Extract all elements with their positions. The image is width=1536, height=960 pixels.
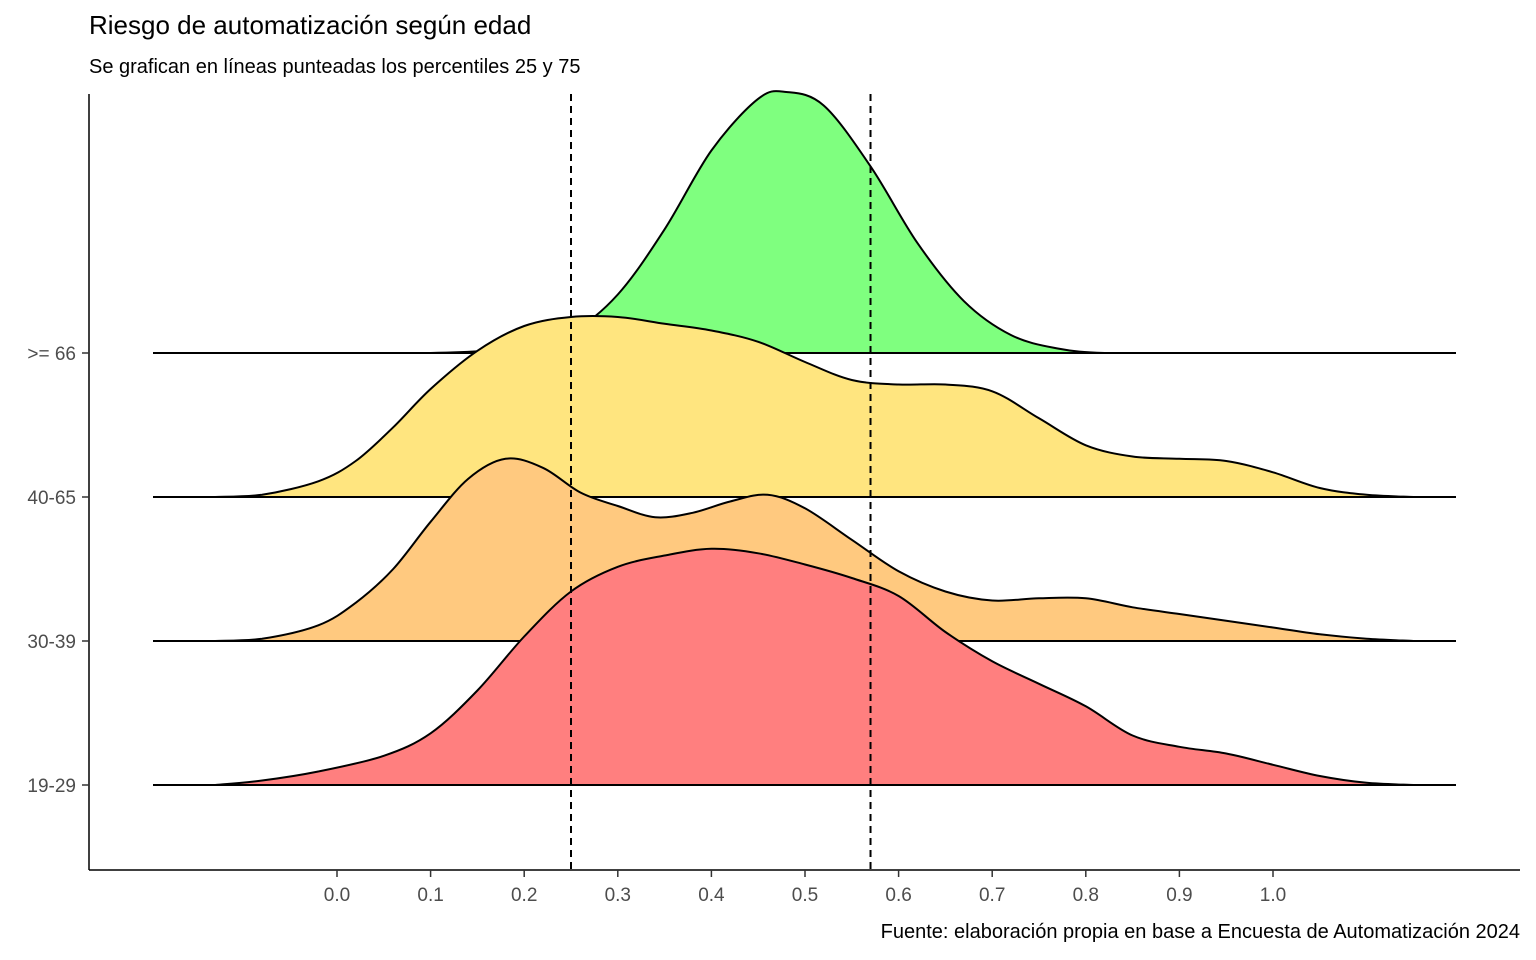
- x-tick-label: 0.7: [979, 885, 1005, 906]
- ridges-layer: [153, 90, 1456, 786]
- x-tick-label: 0.4: [698, 885, 725, 906]
- x-tick-label: 0.9: [1166, 885, 1192, 906]
- y-tick-label: >= 66: [27, 344, 76, 365]
- x-tick-label: 0.8: [1073, 885, 1099, 906]
- ridge-outline-40-65: [215, 315, 1414, 498]
- x-tick-label: 0.6: [885, 885, 911, 906]
- x-tick-label: 0.5: [792, 885, 818, 906]
- ridge-fill-19-29: [215, 548, 1414, 785]
- x-tick-label: 0.2: [511, 885, 537, 906]
- ridge-fill--66: [215, 91, 1414, 353]
- y-tick-label: 30-39: [27, 632, 76, 653]
- x-tick-label: 0.1: [417, 885, 443, 906]
- chart-caption: Fuente: elaboración propia en base a Enc…: [880, 921, 1520, 943]
- chart-subtitle: Se grafican en líneas punteadas los perc…: [89, 56, 581, 78]
- ridge-outline-19-29: [215, 547, 1414, 786]
- y-tick-label: 40-65: [27, 488, 76, 509]
- ridge-fill-30-39: [215, 458, 1414, 641]
- chart-title: Riesgo de automatización según edad: [89, 10, 532, 40]
- ridge-fill-40-65: [215, 316, 1414, 497]
- ridge-outline-30-39: [215, 457, 1414, 642]
- y-tick-label: 19-29: [27, 776, 76, 797]
- percentile-lines-layer: [570, 94, 872, 870]
- axes-layer: 0.0 0.1 0.2 0.3 0.4 0.5 0.6 0.7 0.8 0.9 1.0 19-29 30…: [27, 94, 1520, 906]
- x-tick-label: 0.0: [324, 885, 350, 906]
- x-tick-label: 0.3: [605, 885, 631, 906]
- x-tick-label: 1.0: [1260, 885, 1286, 906]
